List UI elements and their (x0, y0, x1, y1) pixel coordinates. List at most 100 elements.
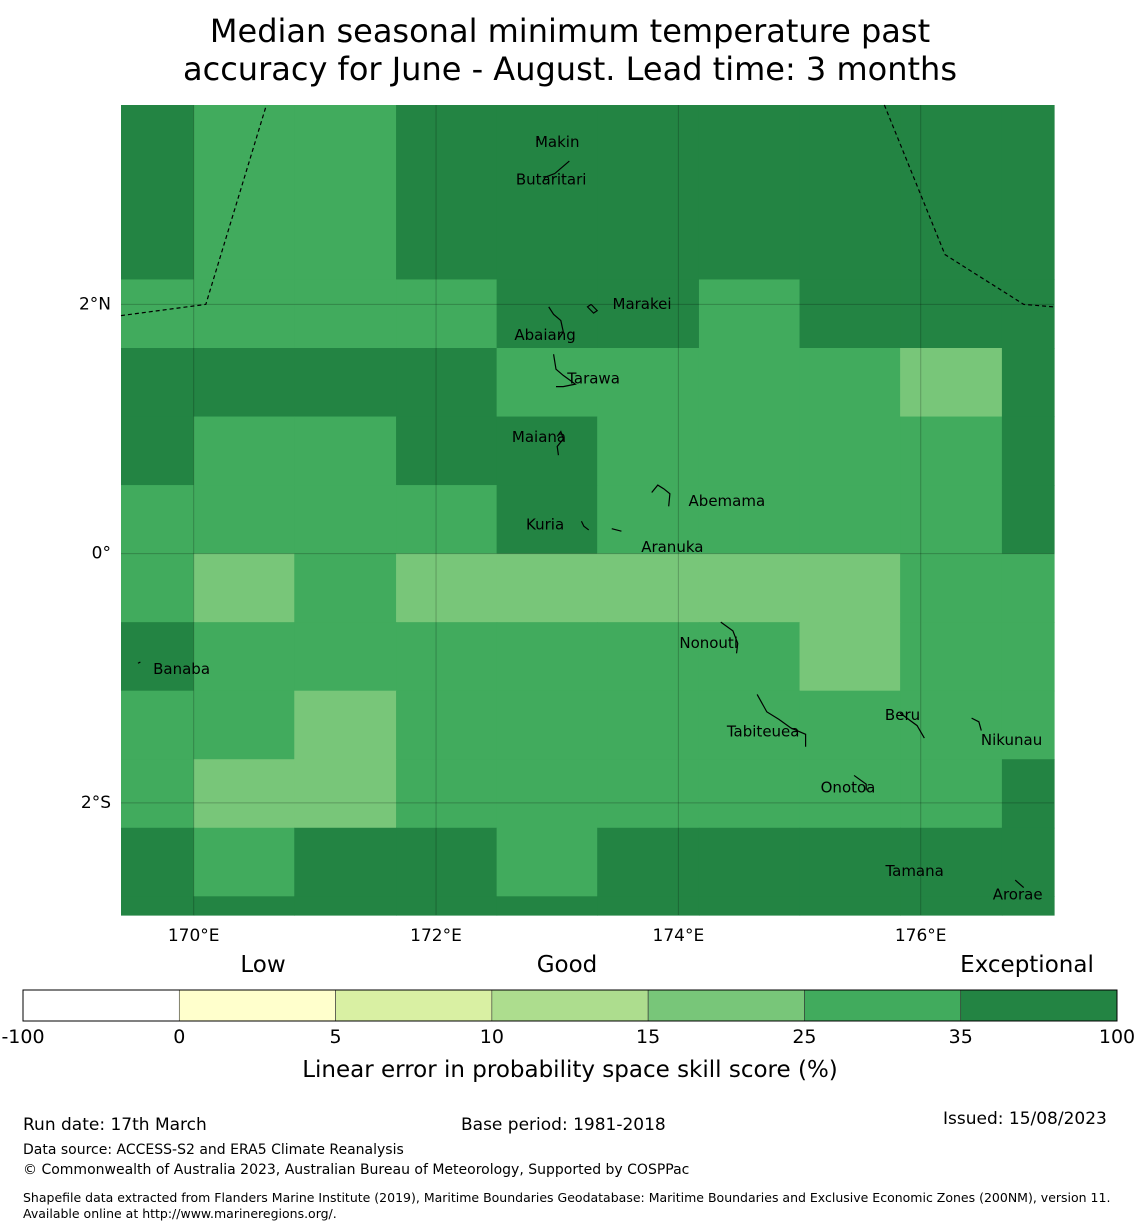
legend-category-exceptional: Exceptional (960, 952, 1094, 978)
skill-cell (294, 690, 397, 760)
skill-cell (121, 690, 195, 760)
island-outline (580, 520, 590, 531)
skill-cell (799, 759, 901, 829)
island-outline (651, 484, 671, 507)
island-outline (586, 303, 599, 314)
island-outline (853, 774, 867, 791)
place-label: Banaba (153, 660, 210, 678)
colorbar-tick-label: 10 (480, 1026, 504, 1048)
x-tick-label: 176°E (895, 926, 947, 946)
place-label: Abaiang (514, 326, 575, 344)
skill-cell (396, 896, 498, 916)
skill-cell (396, 279, 498, 349)
island-outline (1014, 879, 1025, 889)
skill-cell (799, 279, 901, 349)
colorbar-swatch (491, 989, 649, 1022)
skill-cell (396, 348, 498, 418)
skill-grid (121, 105, 1055, 916)
skill-cell (193, 348, 295, 418)
x-tick-label: 170°E (168, 926, 220, 946)
skill-cell (698, 553, 801, 623)
skill-cell (496, 416, 598, 486)
place-label: Arorae (993, 886, 1043, 904)
skill-cell (1001, 896, 1055, 916)
y-tick-label: 0° (92, 544, 111, 564)
colorbar-swatch (804, 989, 962, 1022)
skill-cell (1001, 622, 1055, 692)
colorbar-tick-label: 100 (1099, 1026, 1135, 1048)
place-label: Nikunau (981, 731, 1042, 749)
island-outline (137, 661, 141, 664)
colorbar-swatch (960, 989, 1118, 1022)
island-outline (536, 138, 540, 142)
skill-cell (900, 690, 1003, 760)
skill-cell (698, 105, 801, 281)
skill-cell (294, 827, 397, 897)
x-tick-label: 174°E (653, 926, 705, 946)
place-label: Nonouti (679, 634, 738, 652)
skill-cell (1001, 348, 1055, 418)
title-line-2: accuracy for June - August. Lead time: 3… (183, 50, 957, 88)
colorbar-tick-label: 5 (330, 1026, 342, 1048)
skill-cell (193, 279, 295, 349)
skill-cell (597, 622, 700, 692)
island-outline (556, 430, 564, 456)
island-outline (611, 528, 622, 532)
skill-cell (1001, 416, 1055, 486)
skill-cell (496, 105, 598, 281)
skill-cell (193, 416, 295, 486)
skill-cell (597, 279, 700, 349)
skill-cell (121, 553, 195, 623)
skill-cell (294, 105, 397, 281)
map-figure: Makin Butaritari Marakei Abaiang Tarawa Maian… (1, 104, 1135, 1083)
eez-boundary-line (883, 104, 1055, 308)
skill-cell (1001, 759, 1055, 829)
run-date: Run date: 17th March (23, 1115, 207, 1135)
colorbar-tick-label: -100 (1, 1026, 44, 1048)
colorbar-tick-label: 15 (636, 1026, 660, 1048)
place-label: Butaritari (516, 170, 587, 188)
skill-cell (698, 896, 801, 916)
skill-cell (900, 759, 1003, 829)
skill-cell (900, 105, 1003, 281)
skill-cell (900, 416, 1003, 486)
skill-cell (396, 827, 498, 897)
skill-cell (294, 896, 397, 916)
x-tick-label: 172°E (410, 926, 462, 946)
skill-cell (193, 485, 295, 555)
skill-cell (396, 485, 498, 555)
skill-cell (121, 416, 195, 486)
skill-cell (698, 622, 801, 692)
colorbar-tick-label: 25 (792, 1026, 816, 1048)
data-source: Data source: ACCESS-S2 and ERA5 Climate … (23, 1142, 404, 1158)
legend-category-good: Good (537, 952, 598, 978)
skill-cell (193, 553, 295, 623)
skill-cell (597, 416, 700, 486)
colorbar-tick-label: 0 (173, 1026, 185, 1048)
skill-cell (1001, 485, 1055, 555)
skill-cell (597, 105, 700, 281)
colorbar-swatch (22, 989, 180, 1022)
island-outline (899, 712, 925, 739)
skill-cell (799, 416, 901, 486)
skill-cell (1001, 690, 1055, 760)
skill-cell (799, 105, 901, 281)
skill-cell (698, 759, 801, 829)
skill-cell (294, 759, 397, 829)
skill-cell (900, 896, 1003, 916)
y-tick-label: 2°S (81, 793, 111, 813)
place-label: Kuria (526, 515, 564, 533)
colorbar-swatch (335, 989, 493, 1022)
place-labels: Makin Butaritari Marakei Abaiang Tarawa Maian… (153, 133, 1042, 904)
skill-cell (698, 827, 801, 897)
copyright: © Commonwealth of Australia 2023, Austra… (23, 1162, 690, 1178)
skill-cell (900, 827, 1003, 897)
skill-cell (121, 485, 195, 555)
base-period: Base period: 1981-2018 (461, 1115, 666, 1135)
skill-cell (294, 553, 397, 623)
island-outline (756, 694, 807, 747)
skill-cell (698, 348, 801, 418)
island-outline (552, 354, 577, 388)
skill-cell (121, 105, 195, 281)
island-outline (548, 306, 564, 340)
